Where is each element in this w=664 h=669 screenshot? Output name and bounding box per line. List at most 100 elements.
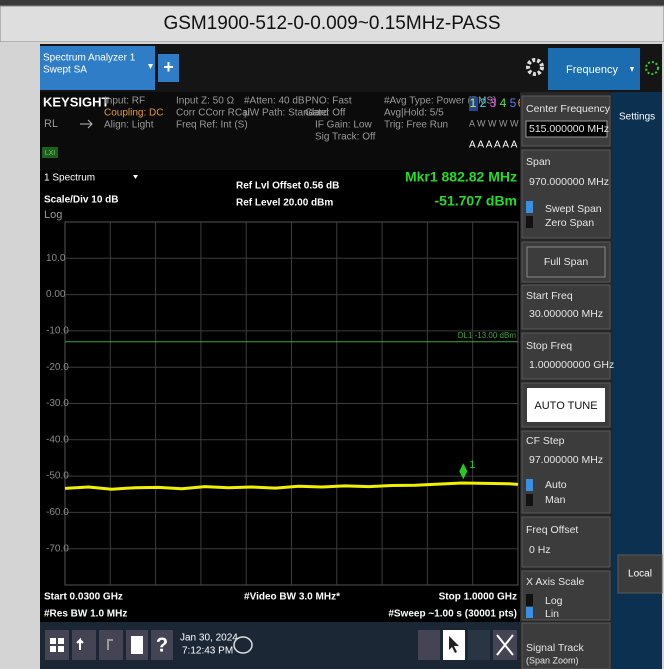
softkey[interactable] — [521, 332, 611, 380]
radio-off — [526, 594, 533, 606]
info-text: IF Gain: Low — [315, 120, 372, 131]
info-text: Gate: Off — [305, 108, 346, 119]
layout-button[interactable] — [468, 630, 490, 660]
chat-icon[interactable] — [233, 636, 253, 654]
softkey-label: Full Span — [544, 256, 589, 268]
softkey[interactable] — [521, 516, 611, 568]
ref-offset: Ref Lvl Offset 0.56 dB — [236, 181, 339, 192]
info-text: Avg|Hold: 5/5 — [384, 108, 444, 119]
add-button[interactable] — [158, 54, 179, 82]
marker — [459, 463, 468, 480]
radio-off — [526, 216, 533, 228]
marker-label: 1 — [469, 459, 475, 471]
radio-on — [526, 479, 533, 491]
info-text: Input: RF — [104, 96, 145, 107]
keypad-button[interactable] — [418, 630, 440, 660]
option: Swept Span — [545, 203, 602, 215]
info-text: Input Z: 50 Ω — [176, 96, 235, 107]
ref-level: Ref Level 20.00 dBm — [236, 198, 333, 209]
trace-number: 4 — [500, 96, 507, 110]
y-tick-label: -20.0 — [46, 362, 69, 373]
detectors: A A A A A A — [469, 140, 518, 151]
settings-tab[interactable]: Settings — [619, 112, 655, 123]
y-tick-label: -10.0 — [46, 326, 69, 337]
info-bar — [40, 92, 520, 170]
info-text: Freq Ref: Int (S) — [176, 120, 248, 131]
date: Jan 30, 2024 — [180, 633, 238, 644]
rbw-label: #Res BW 1.0 MHz — [44, 609, 127, 620]
trace-number: 3 — [490, 96, 497, 110]
y-tick-label: -40.0 — [46, 434, 69, 445]
add-label: + — [163, 57, 174, 77]
y-tick-label: -60.0 — [46, 507, 69, 518]
help-button[interactable] — [151, 630, 173, 660]
softkey-value: 515.000000 MHz — [529, 123, 609, 135]
softkey[interactable] — [521, 430, 611, 514]
lxi: LXI — [45, 150, 56, 157]
undo-icon — [76, 637, 84, 650]
redo-button[interactable] — [99, 630, 123, 660]
windows-icon — [50, 638, 64, 652]
softkey-value: 1.000000000 GHz — [529, 359, 614, 371]
softkey-label: Span — [526, 156, 551, 168]
softkey-value: (Span Zoom) — [526, 655, 579, 665]
app-tab[interactable] — [40, 46, 155, 90]
softkey-label: Signal Track — [526, 642, 585, 654]
radio-on — [526, 201, 533, 213]
local-label: Local — [628, 569, 652, 580]
y-tick-label: -30.0 — [46, 398, 69, 409]
softkey-label: CF Step — [526, 435, 565, 447]
file-icon — [131, 636, 143, 654]
y-tick-label: -70.0 — [46, 543, 69, 554]
fullscreen-icon — [496, 634, 514, 656]
help-label: ? — [156, 634, 168, 656]
undo-button[interactable] — [72, 630, 96, 660]
time: 7:12:43 PM — [182, 646, 233, 657]
softkey[interactable] — [521, 622, 611, 669]
radio-on — [526, 607, 533, 618]
menu-tab[interactable] — [548, 48, 640, 90]
window-arrow — [133, 175, 138, 179]
softkey[interactable] — [521, 241, 611, 283]
info-text: µW Path: Standard — [244, 108, 329, 119]
softkey[interactable] — [521, 149, 611, 239]
rl-label: RL — [44, 118, 58, 130]
local-button[interactable] — [617, 554, 663, 594]
gear-icon[interactable] — [526, 58, 544, 76]
scale-label: Scale/Div 10 dB — [44, 195, 118, 206]
start-label: Start 0.0300 GHz — [44, 592, 123, 603]
softkey-label: Start Freq — [526, 290, 573, 302]
plot: 10.0 0.00 -10.0 -20.0 -30.0 -40.0 -50.0 -60.0 -7… — [46, 221, 519, 586]
info-text: Coupling: DC — [104, 108, 163, 119]
window-label: 1 Spectrum — [44, 173, 95, 184]
info-text: Trig: Free Run — [384, 120, 448, 131]
trace-types: A W W W W W — [469, 118, 530, 128]
marker-frequency: Mkr1 882.82 MHz — [405, 169, 517, 185]
top-strip — [0, 0, 664, 6]
info-text: Corr CCorr RCal — [176, 108, 250, 119]
y-tick-label: -50.0 — [46, 471, 69, 482]
softkey-label: Freq Offset — [526, 524, 578, 536]
softkey[interactable] — [521, 570, 611, 621]
radio-off — [526, 494, 533, 506]
info-text: PNO: Fast — [305, 96, 352, 107]
softkey-label: Center Frequency — [526, 103, 611, 115]
trace-number: 1 — [470, 96, 477, 110]
windows-button[interactable] — [45, 630, 69, 660]
display-line-label: DL1 -13.00 dBm — [458, 331, 517, 340]
trace-number: 5 — [510, 96, 517, 110]
status-icon[interactable] — [645, 61, 659, 75]
cursor-icon — [449, 636, 459, 653]
tab-arrow — [148, 64, 153, 69]
marker-level: -51.707 dBm — [435, 193, 517, 209]
y-tick-label: 0.00 — [46, 289, 66, 300]
option: Zero Span — [545, 217, 594, 229]
softkey[interactable] — [521, 284, 611, 330]
sweep-label: #Sweep ~1.00 s (30001 pts) — [388, 609, 517, 620]
softkey-value: 97.000000 MHz — [529, 454, 603, 466]
softkey-value: 30.000000 MHz — [529, 308, 603, 320]
info-text: Sig Track: Off — [315, 132, 376, 143]
redo-icon — [107, 639, 113, 650]
title: GSM1900-512-0-0.009~0.15MHz-PASS — [163, 13, 500, 34]
